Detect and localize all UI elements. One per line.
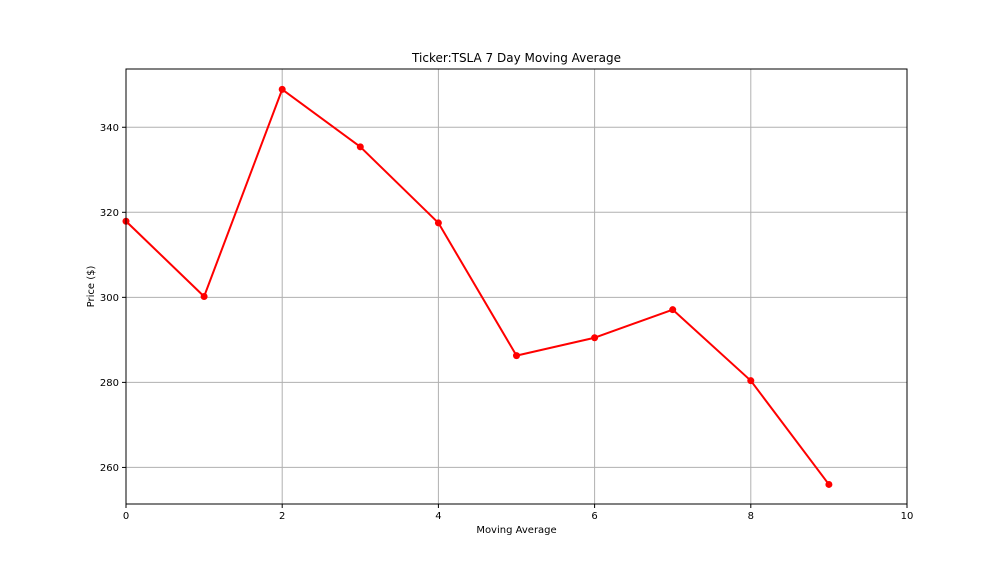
data-point [356, 143, 364, 151]
data-point [200, 292, 208, 300]
x-tick-label: 0 [123, 511, 129, 522]
data-point [669, 306, 677, 314]
series-line [125, 88, 830, 486]
y-axis-title: Price ($) [86, 266, 97, 308]
y-tick-label: 320 [100, 208, 119, 219]
data-point [747, 377, 755, 385]
y-tick-label: 260 [100, 463, 119, 474]
x-axis-title: Moving Average [476, 525, 556, 536]
y-tick-label: 340 [100, 123, 119, 134]
data-series [122, 85, 833, 488]
y-tick-label: 300 [100, 293, 119, 304]
y-axis-ticks: 260 280 300 320 340 [100, 123, 126, 474]
y-tick-label: 280 [100, 378, 119, 389]
grid [125, 69, 908, 504]
data-point [591, 334, 599, 342]
data-point [434, 219, 442, 227]
data-point [278, 85, 286, 93]
data-point [513, 352, 520, 360]
x-tick-label: 8 [748, 511, 754, 522]
x-axis-ticks: 0 2 4 6 8 10 [123, 504, 914, 522]
x-tick-label: 6 [591, 511, 597, 522]
data-point [825, 480, 833, 488]
x-tick-label: 10 [901, 511, 914, 522]
chart-title: Ticker:TSLA 7 Day Moving Average [411, 51, 621, 65]
plot-area-frame [125, 68, 908, 505]
x-tick-label: 4 [435, 511, 441, 522]
x-tick-label: 2 [279, 511, 285, 522]
